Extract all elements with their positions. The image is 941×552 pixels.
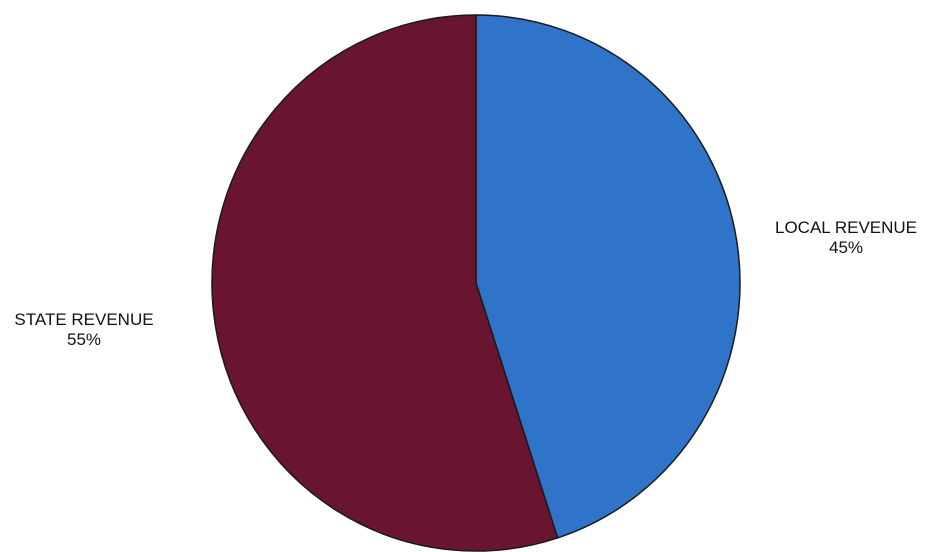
slice-percent-local-revenue: 45% <box>828 238 864 257</box>
slice-name-state-revenue: STATE REVENUE <box>14 310 154 329</box>
pie-slice-local-revenue <box>475 14 741 539</box>
slice-percent-state-revenue: 55% <box>66 330 102 349</box>
slice-label-state-revenue: STATE REVENUE 55% <box>0 310 168 350</box>
slice-label-local-revenue: LOCAL REVENUE 45% <box>753 218 939 258</box>
slice-name-local-revenue: LOCAL REVENUE <box>774 218 918 237</box>
pie-slice-state-revenue <box>211 14 559 552</box>
